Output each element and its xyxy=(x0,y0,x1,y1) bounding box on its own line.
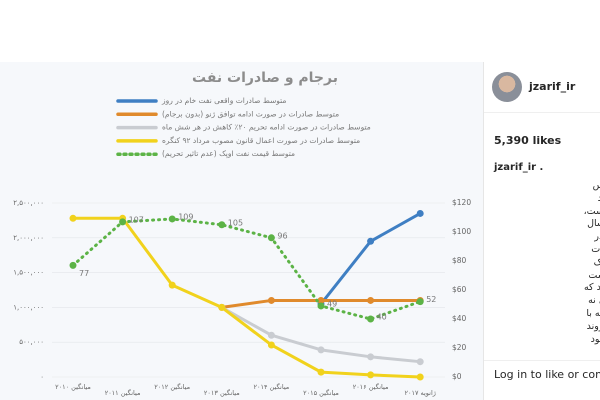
point-marker xyxy=(267,341,275,349)
y-tick-label: ۵۰۰,۰۰۰ xyxy=(19,338,44,346)
y2-tick-label: $0 xyxy=(452,372,462,381)
y-tick-label: ۲,۵۰۰,۰۰۰ xyxy=(13,199,44,207)
x-tick-label: میانگین ۲۰۱۵ xyxy=(303,389,339,397)
point-marker xyxy=(267,234,275,242)
data-label: 107 xyxy=(129,215,144,224)
legend-label: متوسط صادرات واقعی نفت خام در روز xyxy=(161,96,286,105)
x-tick-label: ژانویه ۲۰۱۷ xyxy=(404,389,435,397)
caption-line: توافق موقت ژنو (صادرات xyxy=(591,243,600,255)
separator xyxy=(484,112,600,113)
login-prompt[interactable]: Log in to like or comment xyxy=(494,368,600,381)
x-tick-label: میانگین ۲۰۱۳ xyxy=(204,389,240,397)
data-label: 49 xyxy=(327,299,337,308)
x-tick-label: میانگین ۲۰۱۴ xyxy=(254,383,290,391)
data-label: 40 xyxy=(377,313,387,322)
y2-tick-label: $120 xyxy=(452,198,471,207)
point-marker xyxy=(367,315,375,323)
point-marker xyxy=(168,281,176,289)
series-line xyxy=(71,217,422,321)
caption-line: شورای اسلامی ارائه شد xyxy=(494,193,600,206)
data-label: 77 xyxy=(79,269,89,278)
chart: برجام و صادرات نفت ۰ ۵۰۰,۰۰۰ ۱,۰۰۰,۰۰۰ ۱,۵۰… xyxy=(13,70,472,397)
y2-tick-label: $40 xyxy=(452,314,467,323)
point-marker xyxy=(267,331,275,339)
point-marker xyxy=(367,353,375,361)
caption-line: میلیون بشکه در روز) است xyxy=(588,269,600,281)
point-marker xyxy=(317,346,325,354)
caption-line: جهانی نفت نینجامید، بلکه با xyxy=(586,307,600,319)
point-marker xyxy=(168,215,176,223)
point-marker xyxy=(416,358,424,366)
caption-line: به توافق نهایی برجام (یک xyxy=(494,257,600,270)
caption: برجام روز شنبه به مجلسشورای اسلامی ارائه… xyxy=(494,180,600,346)
legend-label: متوسط قیمت نفت اوپک (عدم تاثیر تحریم) xyxy=(162,149,295,158)
y-tick-label: ۱,۰۰۰,۰۰۰ xyxy=(13,303,44,311)
x-tick-label: میانگین ۲۰۱۰ xyxy=(55,383,91,391)
caption-line: شرایط کنونی صادرات در xyxy=(594,231,600,243)
caption-line: قطه چین) نشان می دهد که xyxy=(583,282,600,294)
point-marker xyxy=(416,298,424,306)
caption-line: برجام روز شنبه به مجلس xyxy=(494,180,600,193)
separator xyxy=(484,360,600,361)
point-marker xyxy=(267,296,275,304)
y-tick-label: ۲,۰۰۰,۰۰۰ xyxy=(13,234,44,242)
x-tick-label: میانگین ۲۰۱۲ xyxy=(154,383,190,391)
caption-line: رفتن سهم بازار ایران، روند xyxy=(586,320,600,332)
y2-tick-label: $20 xyxy=(452,343,467,352)
point-marker xyxy=(69,261,77,269)
chart-title: برجام و صادرات نفت xyxy=(192,70,338,86)
data-label: 52 xyxy=(426,295,436,304)
point-marker xyxy=(317,302,325,310)
y2-tick-label: $100 xyxy=(452,227,471,236)
caption-line: ی ماه به مجلس آمده است، xyxy=(583,205,600,217)
point-marker xyxy=(119,218,127,226)
caption-user[interactable]: jzarif_ir . xyxy=(494,162,544,173)
data-label: 96 xyxy=(277,231,287,240)
data-label: 109 xyxy=(178,212,193,221)
point-marker xyxy=(367,237,375,245)
y2-tick-label: $60 xyxy=(452,285,467,294)
point-marker xyxy=(416,373,424,381)
point-marker xyxy=(317,368,325,376)
likes[interactable]: 5,390 likes xyxy=(494,134,562,147)
point-marker xyxy=(367,296,375,304)
y-tick-label: ۱,۵۰۰,۰۰۰ xyxy=(13,269,44,277)
legend-label: متوسط صادرات در صورت ادامه توافق ژنو (بد… xyxy=(162,109,339,118)
point-marker xyxy=(416,209,424,217)
series-line xyxy=(71,216,422,379)
x-tick-label: میانگین ۲۰۱۱ xyxy=(105,389,141,397)
username[interactable]: jzarif_ir xyxy=(529,80,576,93)
y2-tick-label: $80 xyxy=(452,256,467,265)
caption-line: ء ابتدای تحریم ها شده بود xyxy=(590,333,600,345)
point-marker xyxy=(218,221,226,229)
point-marker xyxy=(367,371,375,379)
point-marker xyxy=(218,303,226,311)
legend-label: متوسط صادرات در صورت ادامه تحریم ۲۰٪ کاه… xyxy=(162,123,371,132)
point-marker xyxy=(317,296,325,304)
avatar[interactable] xyxy=(492,72,522,102)
caption-line: ، شروع تحریم های نفتی نه xyxy=(588,295,600,307)
point-marker xyxy=(69,214,77,222)
post-sidebar: jzarif_ir 5,390 likes jzarif_ir . برجام … xyxy=(483,62,600,400)
x-tick-label: میانگین ۲۰۱۶ xyxy=(353,383,389,391)
data-label: 105 xyxy=(228,218,243,227)
legend-label: متوسط صادرات در صورت اعمال قانون مصوب مر… xyxy=(162,136,360,145)
caption-line: صادرات نفت ایران در سال xyxy=(587,218,600,230)
y-tick-label: ۰ xyxy=(40,373,44,381)
